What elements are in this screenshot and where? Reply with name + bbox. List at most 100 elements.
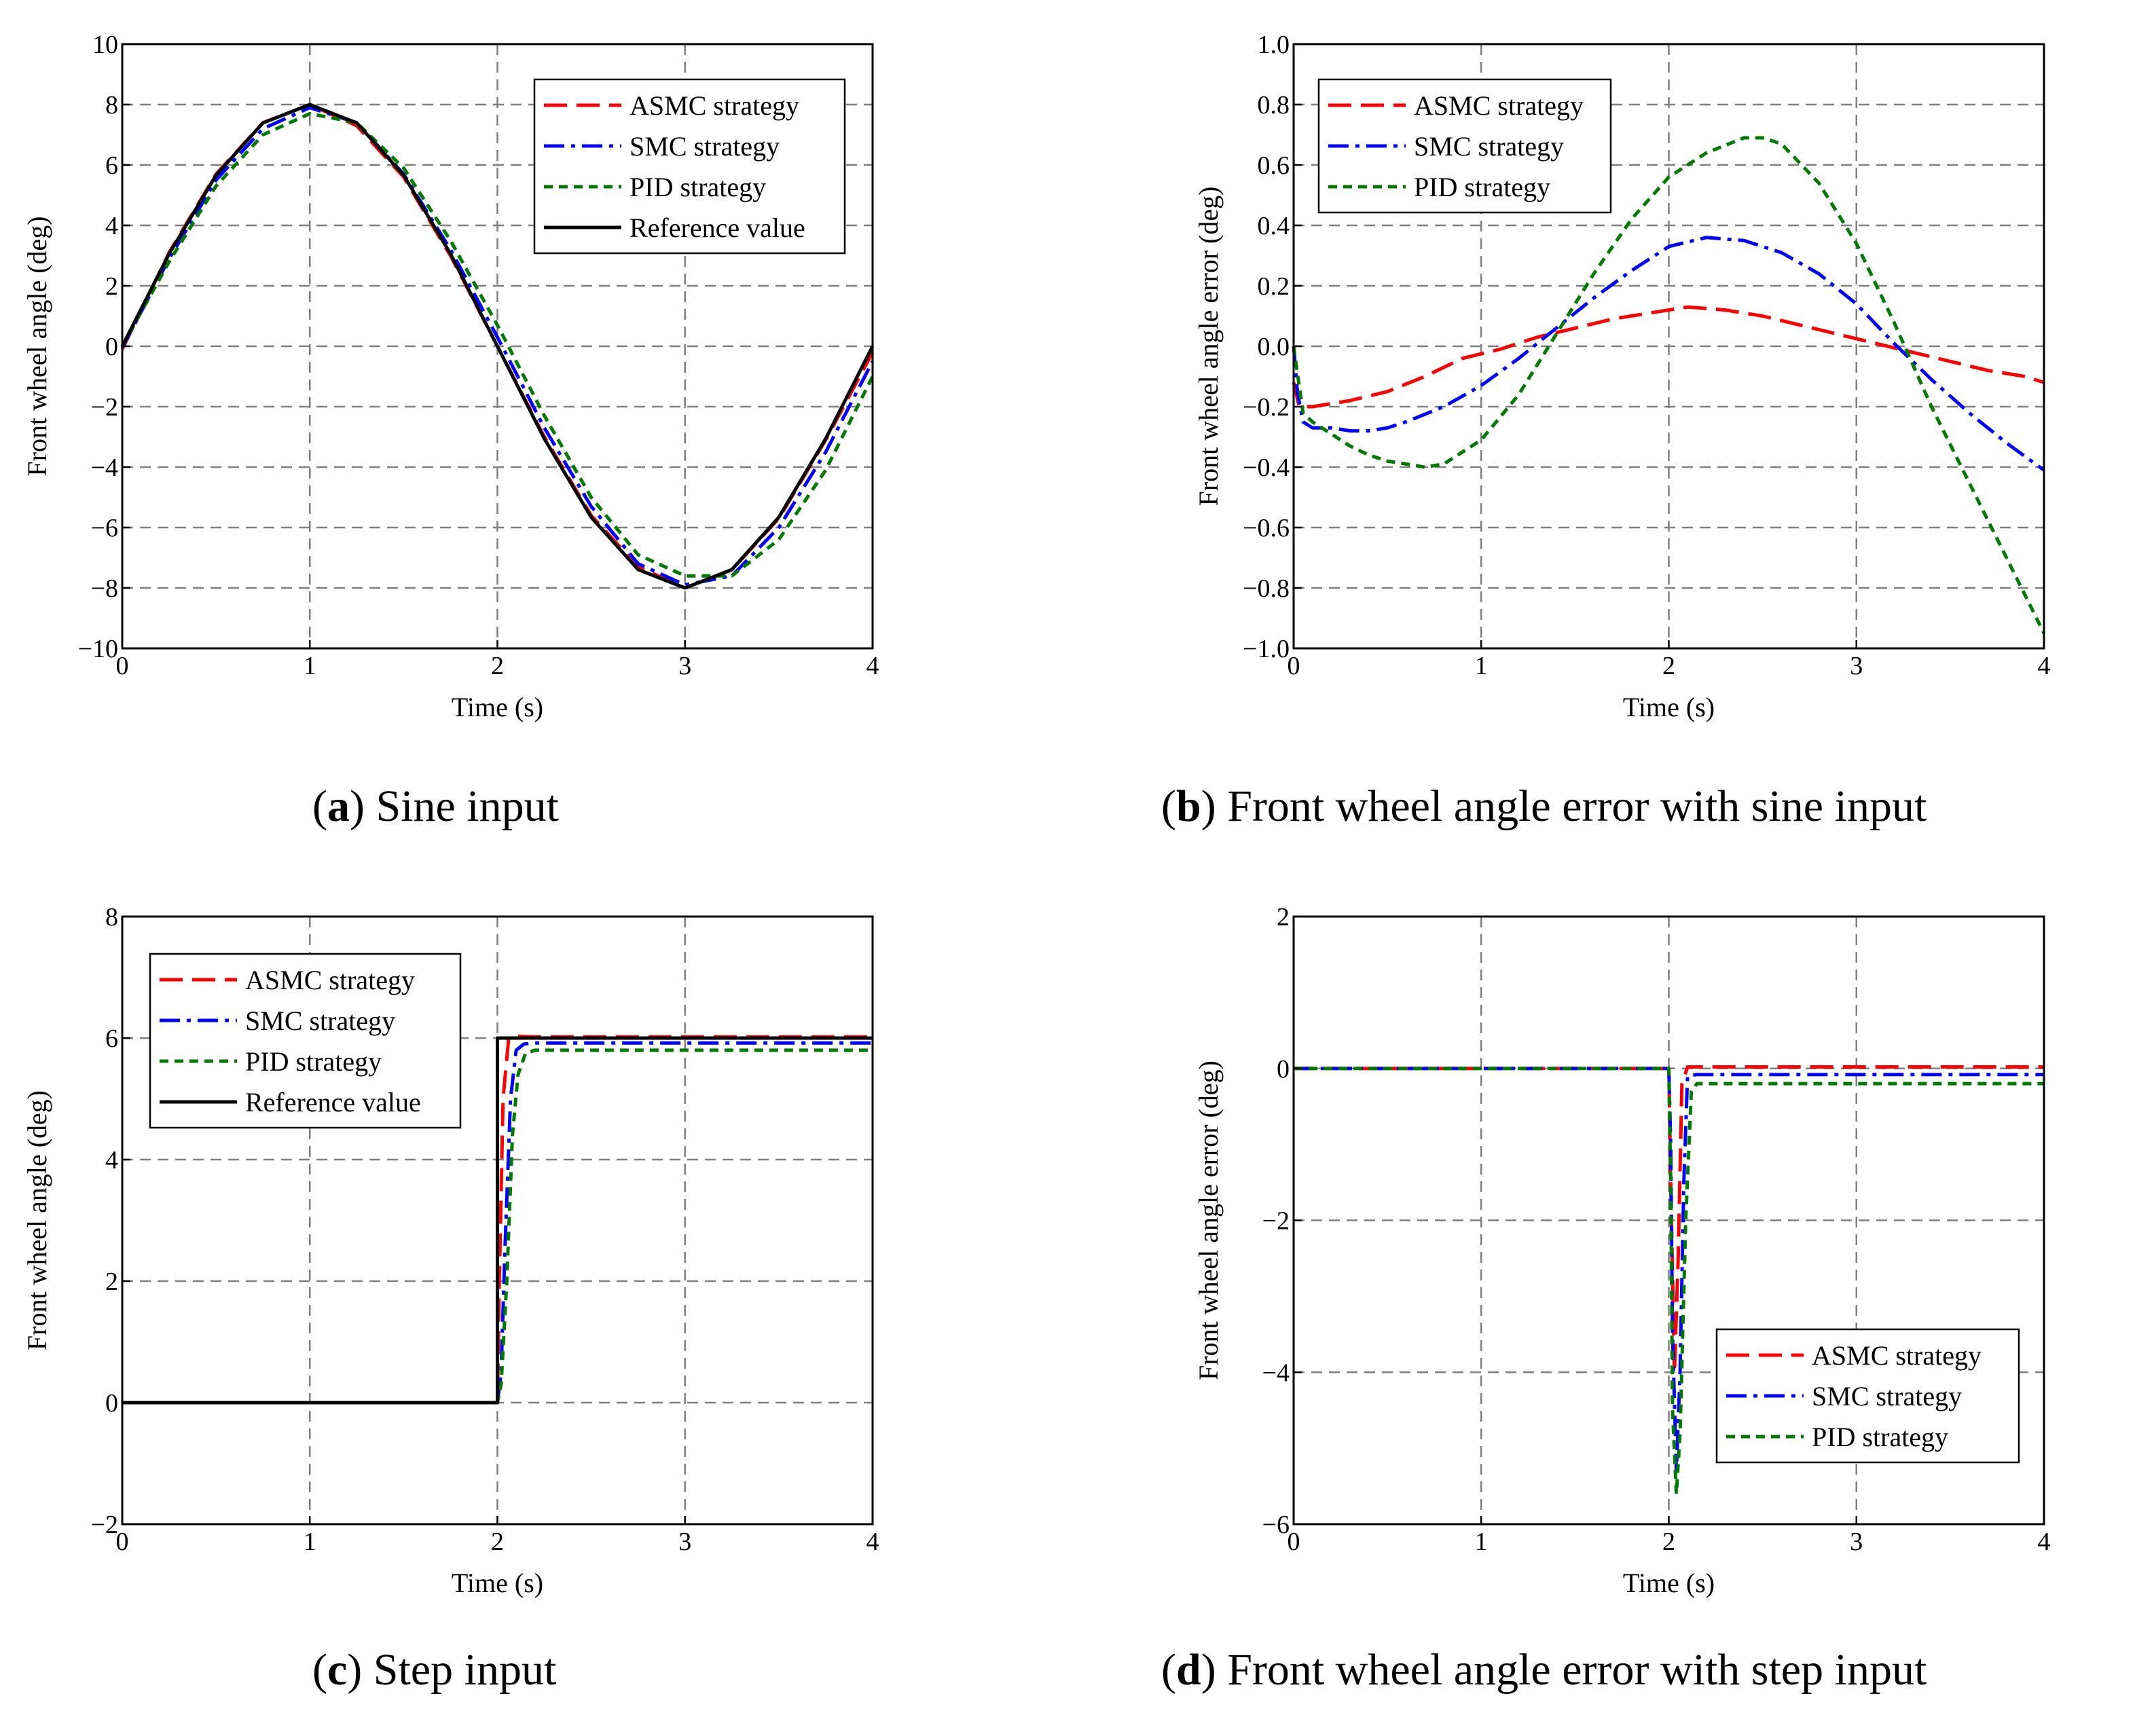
series-line-pid: [120, 111, 875, 578]
y-tick-label: −6: [91, 514, 118, 542]
chart-panel-a: 0 1 2 3 4 −10 −8 −6 −4 −2 0 2 4 6 8 10 Time (s) Front whe…: [22, 31, 879, 722]
caption-b-text: Front wheel angle error with sine input: [1216, 781, 1927, 831]
x-tick-label: 3: [678, 652, 691, 680]
caption-c-text: Step input: [362, 1645, 557, 1695]
y-tick-label: 0.6: [1258, 151, 1290, 180]
x-tick-label: 3: [678, 1528, 691, 1556]
y-tick-label: 6: [105, 151, 118, 180]
y-axis-label: Front wheel angle (deg): [22, 216, 52, 476]
caption-c-letter: c: [327, 1645, 348, 1695]
x-axis-label: Time (s): [1623, 692, 1715, 722]
caption-a-text: Sine input: [364, 781, 559, 831]
y-tick-label: 0.2: [1258, 272, 1290, 301]
legend-label-smc: SMC strategy: [1812, 1381, 1962, 1411]
legend: ASMC strategy SMC strategy PID strategy: [1715, 1328, 2020, 1464]
legend-label-smc: SMC strategy: [629, 131, 780, 162]
y-tick-label: 0.8: [1258, 91, 1290, 119]
y-tick-label: 2: [105, 272, 118, 301]
legend-label-ref: Reference value: [629, 213, 805, 243]
x-tick-label: 0: [1288, 1528, 1300, 1556]
y-axis-label: Front wheel angle error (deg): [1193, 1060, 1224, 1380]
series-line-ref: [122, 1036, 873, 1405]
caption-d-text: Front wheel angle error with step input: [1216, 1645, 1927, 1695]
legend-label-asmc: ASMC strategy: [629, 90, 799, 121]
series-line-smc: [120, 106, 875, 587]
y-tick-label: 1.0: [1258, 31, 1290, 59]
caption-b-letter: b: [1175, 781, 1201, 831]
y-tick-label: 0: [1277, 1055, 1290, 1084]
y-tick-label: 2: [105, 1268, 118, 1296]
legend-label-asmc: ASMC strategy: [1812, 1340, 1982, 1371]
legend-label-smc: SMC strategy: [245, 1005, 395, 1036]
x-tick-label: 1: [1475, 1528, 1488, 1556]
series-line-smc: [1294, 1067, 2044, 1473]
y-tick-label: 6: [105, 1024, 118, 1053]
x-axis-label: Time (s): [1623, 1568, 1715, 1598]
x-tick-label: 2: [491, 1528, 504, 1556]
y-tick-label: 4: [105, 212, 118, 240]
legend: ASMC strategy SMC strategy PID strategy: [1317, 78, 1612, 214]
series-line-ref: [120, 103, 875, 590]
y-tick-label: 0.0: [1258, 333, 1290, 361]
x-tick-label: 0: [116, 1528, 129, 1556]
x-tick-label: 0: [116, 652, 129, 680]
x-tick-label: 3: [1850, 652, 1863, 680]
y-tick-label: −4: [91, 454, 118, 482]
y-tick-label: −2: [91, 393, 118, 422]
y-tick-label: 4: [105, 1146, 118, 1175]
x-tick-label: 1: [304, 1528, 316, 1556]
x-tick-label: 2: [491, 652, 504, 680]
y-tick-label: −8: [91, 574, 118, 603]
x-tick-label: 4: [866, 652, 879, 680]
legend-box: [149, 953, 462, 1129]
caption-a-letter: a: [327, 781, 350, 831]
legend: ASMC strategy SMC strategy PID strategy Ref…: [533, 78, 846, 255]
legend-label-smc: SMC strategy: [1414, 131, 1564, 162]
y-tick-label: −2: [91, 1511, 118, 1539]
y-tick-label: −2: [1262, 1207, 1290, 1236]
y-tick-label: −0.2: [1243, 393, 1290, 422]
caption-d-letter: d: [1175, 1645, 1201, 1695]
x-tick-label: 4: [2038, 1528, 2051, 1556]
caption-b: (b) Front wheel angle error with sine in…: [1161, 781, 1927, 831]
legend-label-pid: PID strategy: [1812, 1422, 1948, 1452]
legend-label-asmc: ASMC strategy: [1414, 90, 1584, 121]
y-axis-label: Front wheel angle error (deg): [1193, 187, 1224, 506]
chart-panel-d: 0 1 2 3 4 −6 −4 −2 0 2 Time (s) Front wheel angle e…: [1193, 903, 2051, 1598]
x-tick-label: 1: [304, 652, 316, 680]
y-tick-label: 0: [105, 1389, 118, 1418]
y-tick-label: −0.6: [1243, 514, 1290, 542]
y-tick-label: −10: [78, 635, 118, 663]
x-tick-label: 4: [2038, 652, 2051, 680]
x-axis-label: Time (s): [452, 1568, 543, 1598]
legend: ASMC strategy SMC strategy PID strategy Ref…: [149, 953, 462, 1129]
caption-c: (c) Step input: [312, 1645, 557, 1695]
legend-label-pid: PID strategy: [245, 1046, 382, 1077]
y-tick-label: −6: [1262, 1511, 1290, 1539]
y-tick-label: 8: [105, 91, 118, 119]
y-tick-label: 0: [105, 333, 118, 361]
x-tick-label: 4: [866, 1528, 879, 1556]
legend-box: [533, 78, 846, 255]
y-tick-label: −1.0: [1243, 635, 1290, 663]
series-line-asmc: [1292, 305, 2045, 409]
series-group: [120, 103, 875, 590]
y-tick-label: −0.8: [1243, 574, 1290, 603]
x-tick-label: 3: [1850, 1528, 1863, 1556]
x-tick-label: 2: [1662, 1528, 1675, 1556]
legend-label-pid: PID strategy: [629, 172, 766, 202]
y-tick-label: 0.4: [1258, 212, 1290, 240]
legend-label-asmc: ASMC strategy: [245, 965, 415, 995]
x-tick-label: 2: [1662, 652, 1675, 680]
chart-panel-b: 0 1 2 3 4 −1.0 −0.8 −0.6 −0.4 −0.2 0.0 0.2 0.4 0.6 0.8…: [1193, 31, 2051, 722]
legend-label-ref: Reference value: [245, 1087, 421, 1118]
series-line-smc: [1292, 236, 2045, 472]
y-axis-label: Front wheel angle (deg): [22, 1090, 52, 1350]
y-tick-label: 8: [105, 903, 118, 931]
series-group: [1294, 1065, 2044, 1496]
x-tick-label: 0: [1288, 652, 1300, 680]
x-tick-label: 1: [1475, 652, 1488, 680]
legend-label-pid: PID strategy: [1414, 172, 1550, 202]
